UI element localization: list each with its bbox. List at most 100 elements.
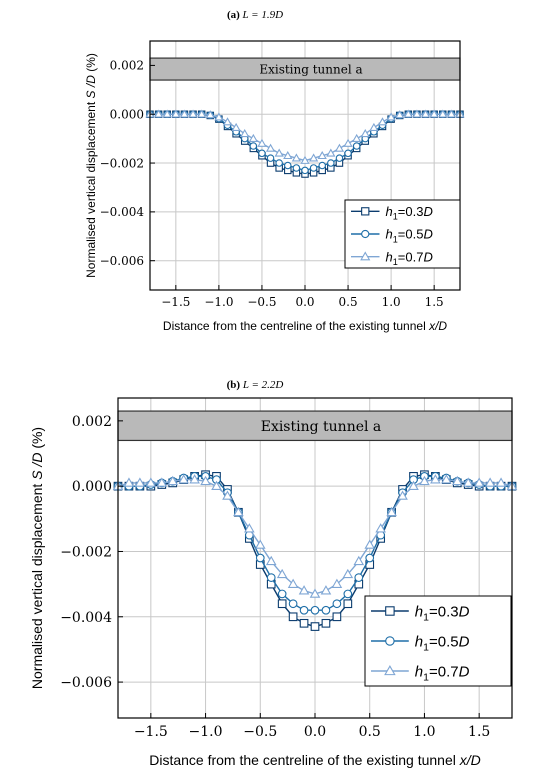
data-point: [429, 109, 439, 118]
data-point: [266, 573, 276, 582]
data-point: [484, 477, 496, 487]
data-point: [317, 150, 327, 160]
data-point: [257, 138, 267, 147]
data-point: [326, 148, 336, 157]
data-point: [309, 588, 321, 598]
data-point: [288, 599, 298, 609]
data-point: [284, 161, 292, 170]
data-point: [171, 109, 181, 118]
x-tick-label: −0.5: [243, 724, 277, 740]
data-point: [354, 573, 364, 582]
data-point: [308, 153, 319, 162]
data-point: [298, 585, 310, 595]
legend-marker: [361, 229, 370, 239]
data-point: [318, 161, 326, 170]
data-point: [233, 506, 244, 517]
data-point: [343, 599, 353, 609]
y-tick-label: 0.002: [72, 414, 112, 430]
data-point: [342, 568, 354, 579]
legend-marker: [361, 207, 370, 216]
data-point: [244, 523, 255, 533]
x-tick-label: −1.5: [134, 724, 168, 740]
data-point: [377, 117, 388, 126]
data-point: [214, 112, 224, 121]
data-point: [352, 142, 361, 150]
chart-title-label: (b): [227, 379, 241, 391]
data-point: [123, 477, 135, 487]
data-point: [205, 110, 215, 119]
x-axis-label: Distance from the centreline of the exis…: [163, 319, 447, 333]
data-point: [309, 164, 318, 172]
x-tick-label: 0.5: [359, 724, 381, 740]
data-point: [343, 138, 353, 147]
x-tick-label: −1.0: [204, 295, 233, 309]
chart-panel-b: (b) L = 2.2D Existing tunnel a −1.5 −1.0 −0.…: [29, 379, 518, 768]
legend-entry-2: h1=0.7D: [386, 249, 433, 267]
data-point: [451, 475, 463, 486]
data-point: [375, 523, 386, 533]
data-point: [441, 474, 452, 484]
data-point: [277, 589, 287, 599]
data-point: [274, 148, 284, 157]
data-point: [277, 599, 287, 609]
chart-title-eq: L = 2.2D: [240, 379, 283, 391]
data-point: [331, 578, 343, 588]
y-tick-label: −0.002: [100, 156, 144, 170]
data-point: [248, 133, 258, 142]
x-tick-label: 1.0: [413, 724, 435, 740]
data-point: [231, 122, 241, 131]
data-point: [310, 622, 320, 631]
data-point: [266, 154, 275, 162]
data-point: [473, 477, 485, 487]
data-point: [438, 109, 448, 118]
data-point: [292, 164, 301, 172]
data-point: [265, 555, 277, 566]
data-point: [200, 475, 211, 486]
legend-entry-1: h1=0.5D: [386, 227, 433, 245]
legend-marker: [385, 606, 395, 616]
chart-title-eq: L = 1.9D: [240, 9, 283, 21]
data-point: [276, 568, 288, 579]
data-point: [321, 618, 331, 628]
existing-tunnel-label: Existing tunnel a: [259, 62, 362, 76]
data-point: [156, 477, 168, 487]
data-point: [335, 154, 344, 162]
y-tick-label: −0.006: [100, 254, 144, 268]
data-point: [249, 142, 258, 150]
chart-panel-a: (a) L = 1.9D Existing tunnel a −1.5 −1.0 −0.…: [84, 9, 465, 333]
data-point: [320, 585, 332, 595]
data-point: [334, 143, 345, 152]
data-point: [419, 475, 430, 486]
data-point: [321, 605, 331, 615]
data-point: [145, 477, 157, 487]
data-point: [353, 555, 365, 566]
data-point: [283, 150, 293, 160]
data-point: [299, 618, 309, 628]
data-point: [188, 109, 198, 118]
data-point: [360, 128, 370, 138]
x-tick-label: 1.5: [425, 295, 444, 309]
data-point: [332, 612, 342, 622]
data-point: [291, 153, 302, 162]
data-point: [332, 599, 342, 609]
data-point: [395, 110, 405, 119]
data-point: [408, 480, 419, 490]
legend-marker: [384, 665, 396, 676]
data-point: [446, 109, 457, 118]
y-tick-label: 0.000: [72, 479, 112, 495]
y-tick-label: 0.002: [110, 59, 144, 73]
data-point: [397, 490, 408, 500]
existing-tunnel-label: Existing tunnel a: [261, 419, 382, 435]
legend-entry-1: h1=0.5D: [415, 633, 470, 653]
y-tick-label: −0.002: [60, 545, 112, 561]
data-point: [258, 149, 266, 158]
y-tick-label: 0.000: [110, 108, 144, 122]
data-point: [265, 143, 276, 152]
data-point: [222, 490, 233, 500]
data-point: [365, 553, 375, 563]
data-point: [240, 128, 250, 138]
y-tick-label: −0.004: [100, 205, 145, 219]
data-point: [403, 109, 413, 118]
y-axis-label: Normalised vertical displacement S /D (%…: [29, 427, 45, 689]
